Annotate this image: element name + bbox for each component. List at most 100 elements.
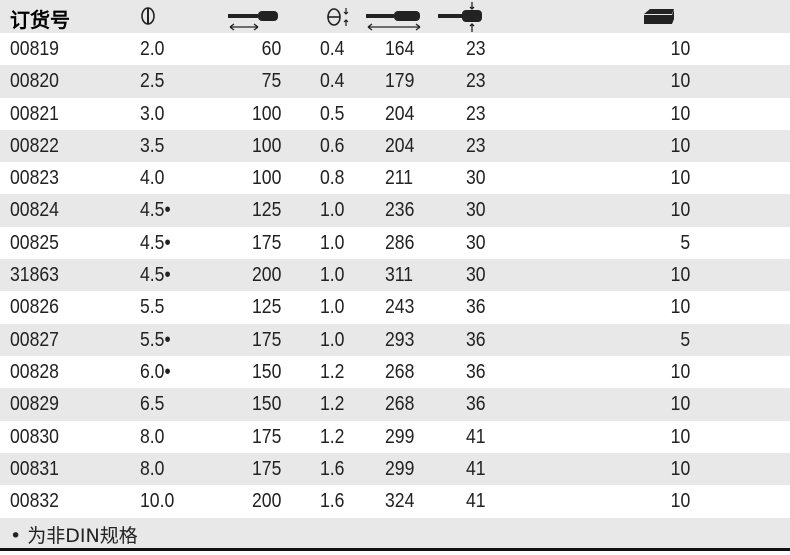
order-no-cell: 00827: [10, 328, 59, 351]
package-quantity-cell: 10: [670, 490, 690, 513]
blade-width-cell: 6.5: [140, 393, 165, 416]
blade-width-cell: 4.5•: [140, 199, 171, 222]
handle-diameter-cell: 23: [466, 70, 486, 93]
footnote: • 为非DIN规格: [0, 518, 790, 548]
footnote-text: • 为非DIN规格: [10, 525, 138, 547]
blade-thickness-cell: 1.0: [320, 199, 345, 222]
blade-length-cell: 100: [251, 134, 281, 157]
blade-thickness-cell: 1.2: [320, 425, 345, 448]
blade-width-icon: [141, 7, 155, 25]
order-no-cell: 00831: [10, 457, 59, 480]
blade-width-cell: 3.0: [140, 102, 165, 125]
order-no-cell: 00828: [10, 360, 59, 383]
blade-width-cell: 8.0: [140, 425, 165, 448]
blade-width-cell: 2.0: [140, 38, 165, 60]
blade-thickness-cell: 1.6: [320, 490, 345, 513]
blade-length-cell: 175: [251, 425, 281, 448]
package-quantity-cell: 10: [670, 167, 690, 190]
blade-width-cell: 4.5•: [140, 264, 171, 287]
table-row: 31863 4.5• 200 1.0 311 30 10: [0, 259, 790, 292]
total-length-cell: 211: [385, 167, 414, 190]
order-no-cell: 31863: [10, 264, 59, 287]
handle-diameter-cell: 23: [466, 38, 486, 60]
total-length-cell: 293: [385, 328, 415, 351]
blade-width-cell: 10.0: [140, 490, 175, 513]
package-quantity-cell: 10: [670, 70, 690, 93]
order-no-cell: 00820: [10, 70, 59, 93]
handle-diameter-cell: 41: [466, 490, 486, 513]
order-no-cell: 00824: [10, 199, 59, 222]
blade-length-cell: 200: [251, 264, 281, 287]
total-length-cell: 286: [385, 231, 415, 254]
order-no-header: 订货号: [10, 8, 70, 32]
package-quantity-cell: 10: [670, 457, 690, 480]
package-quantity-cell: 10: [670, 296, 690, 319]
blade-width-cell: 2.5: [140, 70, 165, 93]
blade-thickness-cell: 0.8: [320, 167, 345, 190]
table-header: 订货号: [0, 0, 790, 33]
blade-width-cell: 4.0: [140, 167, 165, 190]
handle-diameter-cell: 36: [466, 296, 486, 319]
blade-thickness-cell: 1.0: [320, 264, 345, 287]
blade-width-cell: 5.5: [140, 296, 165, 319]
blade-length-cell: 200: [251, 490, 281, 513]
order-no-cell: 00821: [10, 102, 59, 125]
blade-thickness-icon: [327, 8, 349, 26]
total-length-cell: 268: [385, 360, 415, 383]
blade-thickness-cell: 0.4: [320, 70, 345, 93]
order-no-cell: 00823: [10, 167, 59, 190]
blade-length-cell: 125: [251, 296, 281, 319]
blade-length-cell: 60: [261, 38, 281, 60]
table-row: 00827 5.5• 175 1.0 293 36 5: [0, 323, 790, 356]
order-no-cell: 00825: [10, 231, 59, 254]
handle-diameter-cell: 30: [466, 231, 486, 254]
blade-length-cell: 100: [251, 167, 281, 190]
package-quantity-cell: 10: [670, 264, 690, 287]
order-no-cell: 00829: [10, 393, 59, 416]
package-quantity-cell: 10: [670, 393, 690, 416]
order-no-cell: 00832: [10, 490, 59, 513]
blade-width-cell: 5.5•: [140, 328, 171, 351]
package-quantity-cell: 10: [670, 134, 690, 157]
blade-thickness-cell: 1.0: [320, 231, 345, 254]
blade-width-cell: 6.0•: [140, 360, 171, 383]
blade-thickness-cell: 0.5: [320, 102, 345, 125]
table-row: 00825 4.5• 175 1.0 286 30 5: [0, 227, 790, 259]
table-row: 00820 2.5 75 0.4 179 23 10: [0, 65, 790, 98]
blade-thickness-cell: 1.2: [320, 360, 345, 383]
blade-thickness-cell: 0.6: [320, 134, 345, 157]
handle-diameter-cell: 36: [466, 328, 486, 351]
handle-diameter-icon: [438, 2, 482, 32]
blade-width-cell: 4.5•: [140, 231, 171, 254]
handle-diameter-cell: 41: [466, 425, 486, 448]
bottom-rule: [0, 548, 790, 551]
total-length-cell: 179: [385, 70, 415, 93]
product-table: 订货号 00819 2.0 60 0.4 164 23 10 00820 2.5 75 0.4 179…: [0, 0, 790, 513]
blade-length-cell: 175: [251, 231, 281, 254]
blade-length-cell: 100: [251, 102, 281, 125]
blade-length-cell: 175: [251, 457, 281, 480]
handle-diameter-cell: 30: [466, 167, 486, 190]
total-length-icon: [366, 11, 421, 31]
handle-diameter-cell: 41: [466, 457, 486, 480]
blade-length-cell: 75: [261, 70, 281, 93]
table-row: 00829 6.5 150 1.2 268 36 10: [0, 388, 790, 421]
order-no-cell: 00819: [10, 38, 59, 60]
total-length-cell: 236: [385, 199, 415, 222]
handle-diameter-cell: 30: [466, 264, 486, 287]
order-no-cell: 00822: [10, 134, 59, 157]
handle-diameter-cell: 23: [466, 102, 486, 125]
table-row: 00823 4.0 100 0.8 211 30 10: [0, 162, 790, 194]
total-length-cell: 324: [385, 490, 415, 513]
order-no-cell: 00826: [10, 296, 59, 319]
blade-length-icon: [228, 11, 278, 31]
table-row: 00824 4.5• 125 1.0 236 30 10: [0, 194, 790, 227]
blade-thickness-cell: 1.0: [320, 296, 345, 319]
table-row: 00830 8.0 175 1.2 299 41 10: [0, 421, 790, 453]
total-length-cell: 243: [385, 296, 415, 319]
package-quantity-cell: 10: [670, 38, 690, 60]
package-quantity-cell: 10: [670, 199, 690, 222]
package-quantity-icon: [644, 9, 674, 24]
blade-length-cell: 175: [251, 328, 281, 351]
total-length-cell: 204: [385, 102, 415, 125]
